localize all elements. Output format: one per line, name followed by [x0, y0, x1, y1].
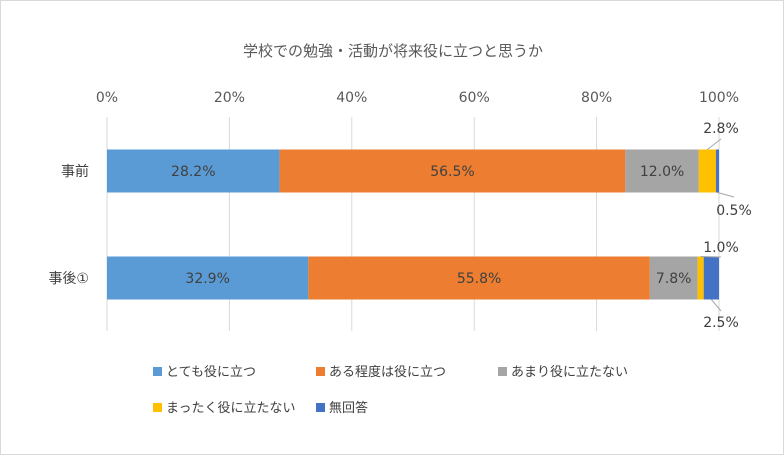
legend-label: ある程度は役に立つ [329, 364, 446, 380]
bar-segment [107, 256, 309, 300]
bar-segment [625, 149, 699, 193]
bar-segment [649, 256, 698, 300]
legend-swatch [316, 403, 325, 412]
legend-swatch [498, 367, 507, 376]
bar-segment [697, 256, 704, 300]
legend-label: とても役に立つ [166, 365, 256, 380]
chart-title: 学校での勉強・活動が将来役に立つと思うか [243, 42, 543, 60]
leader-line [707, 138, 722, 150]
data-label: 55.8% [457, 271, 501, 287]
data-label: 2.5% [703, 315, 739, 331]
x-tick-label: 0% [96, 90, 118, 106]
category-label: 事後① [48, 271, 89, 287]
x-tick-label: 40% [336, 90, 367, 106]
x-tick-label: 100% [699, 90, 739, 106]
bar-segment [308, 256, 650, 300]
bar-segment [703, 256, 719, 300]
x-tick-label: 80% [581, 90, 612, 106]
bar-segment [698, 149, 716, 193]
legend-label: あまり役に立たない [511, 365, 628, 380]
legend-label: 無回答 [329, 400, 368, 416]
legend-swatch [153, 367, 162, 376]
data-label: 2.8% [703, 121, 739, 137]
legend-swatch [316, 367, 325, 376]
bar-segment [279, 149, 626, 193]
leader-line [710, 299, 722, 312]
category-label: 事前 [61, 163, 89, 180]
bar-segment [107, 149, 280, 193]
bars [107, 149, 719, 300]
leader-line [700, 256, 722, 258]
data-label: 56.5% [430, 164, 474, 180]
data-label: 0.5% [716, 203, 752, 219]
data-label: 28.2% [171, 164, 215, 180]
bar-segment [715, 149, 719, 193]
data-label: 12.0% [640, 164, 684, 180]
legend-label: まったく役に立たない [166, 401, 295, 416]
leader-line [717, 192, 735, 198]
data-label: 1.0% [703, 240, 739, 256]
data-labels: 28.2% 56.5% 12.0% 32.9% 55.8% 7.8% 2.8% 0.5% 1.0… [171, 121, 752, 331]
x-tick-label: 60% [459, 90, 490, 106]
legend-swatch [153, 403, 162, 412]
x-tick-label: 20% [214, 90, 245, 106]
data-label: 7.8% [656, 271, 692, 287]
data-label: 32.9% [185, 271, 229, 287]
x-axis-ticks: 0% 20% 40% 60% 80% 100% [96, 90, 739, 106]
